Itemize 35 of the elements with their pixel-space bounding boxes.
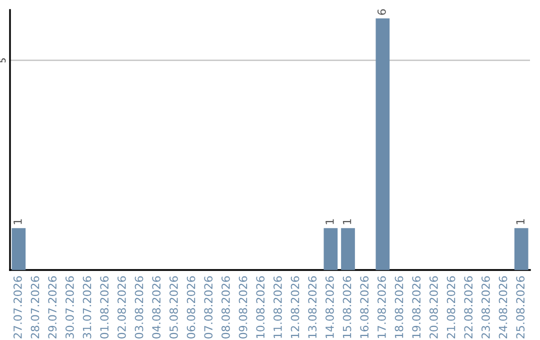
x-tick-label: 07.08.2026 <box>204 276 213 338</box>
x-tick-label: 22.08.2026 <box>464 276 473 338</box>
x-tick-label: 31.07.2026 <box>82 276 92 338</box>
x-tick-label: 13.08.2026 <box>308 276 317 338</box>
x-tick-label: 20.08.2026 <box>429 276 438 338</box>
x-tick-label: 16.08.2026 <box>360 276 369 338</box>
x-tick-label: 23.08.2026 <box>481 276 490 338</box>
x-tick-label: 03.08.2026 <box>134 276 144 338</box>
x-tick-label: 15.08.2026 <box>342 276 352 338</box>
data-label: 1 <box>326 219 334 224</box>
x-tick-label: 05.08.2026 <box>169 276 178 338</box>
x-tick-label: 11.08.2026 <box>273 276 282 338</box>
x-tick-label: 24.08.2026 <box>498 276 508 338</box>
x-tick-label: 02.08.2026 <box>117 276 126 338</box>
data-label: 1 <box>14 219 22 224</box>
x-tick-label: 17.08.2026 <box>377 276 386 338</box>
x-tick-label: 18.08.2026 <box>394 276 404 338</box>
x-tick-label: 08.08.2026 <box>221 276 230 338</box>
x-tick-label: 12.08.2026 <box>290 276 300 338</box>
data-label: 1 <box>516 219 524 224</box>
x-tick-label: 25.08.2026 <box>516 276 525 338</box>
x-tick-label: 21.08.2026 <box>446 276 456 338</box>
x-tick-label: 27.07.2026 <box>13 276 22 338</box>
x-tick-label: 01.08.2026 <box>100 276 109 338</box>
data-label: 1 <box>342 219 352 224</box>
x-tick-label: 04.08.2026 <box>152 276 161 338</box>
x-tick-label: 30.07.2026 <box>65 276 74 338</box>
x-tick-label: 14.08.2026 <box>325 276 334 338</box>
x-tick-label: 09.08.2026 <box>238 276 248 338</box>
x-tick-label: 10.08.2026 <box>256 276 265 338</box>
x-tick-label: 28.07.2026 <box>30 276 40 338</box>
x-tick-label: 29.07.2026 <box>48 276 57 338</box>
data-label: 6 <box>377 9 386 15</box>
x-tick-label: 06.08.2026 <box>186 276 196 338</box>
x-tick-label: 19.08.2026 <box>412 276 421 338</box>
